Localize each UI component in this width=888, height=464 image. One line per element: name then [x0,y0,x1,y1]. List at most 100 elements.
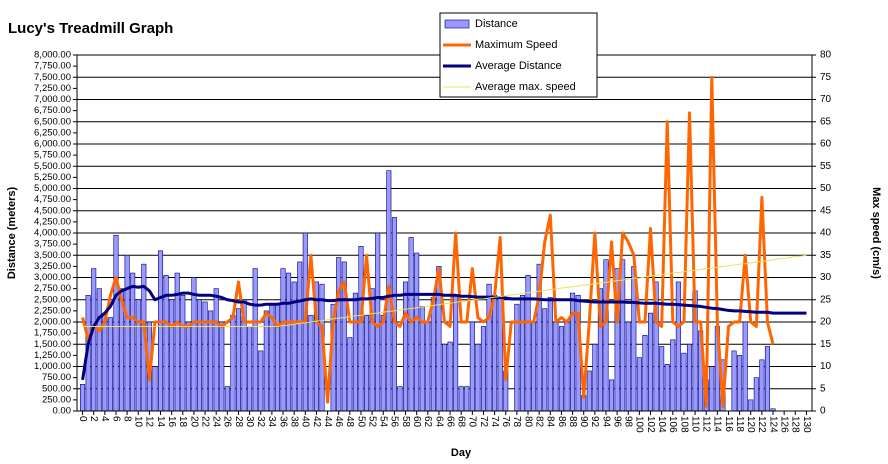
y-tick-label: 7,250.00 [34,83,71,94]
x-tick-label: 84 [545,416,556,428]
bar [737,355,743,412]
x-tick-label: 88 [567,416,578,428]
x-tick-label: 32 [255,416,266,428]
y2-tick-label: 55 [820,161,832,172]
x-tick-label: 104 [656,416,667,433]
x-tick-label: 42 [311,416,322,428]
bar [636,357,642,412]
y2-tick-label: 10 [820,361,832,372]
x-tick-label: 90 [578,416,589,428]
x-tick-label: 126 [779,416,790,433]
x-tick-label: 82 [534,416,545,428]
x-tick-label: 4 [99,416,110,422]
x-tick-label: 26 [222,416,233,428]
y-tick-label: 6,750.00 [34,105,71,116]
y-tick-label: 5,000.00 [34,183,71,194]
bar [453,294,459,412]
legend-label: Average max. speed [475,81,576,93]
bar [425,321,431,412]
y2-tick-label: 15 [820,339,832,350]
bar [642,335,648,412]
x-tick-label: 112 [701,416,712,432]
bar [247,326,253,412]
x-tick-label: 18 [177,416,188,428]
y-tick-label: 4,000.00 [34,228,71,239]
x-tick-label: 8 [121,416,132,422]
x-tick-label: 28 [233,416,244,428]
bar [647,312,654,412]
y2-tick-label: 50 [820,183,832,194]
y2-tick-label: 25 [820,294,832,305]
y2-axis-title: Max speed (cm/s) [870,187,882,279]
bar [742,321,748,412]
y-tick-label: 6,250.00 [34,127,71,138]
bar [352,292,358,412]
bar [286,272,292,412]
bar [759,359,765,412]
y2-tick-label: 40 [820,228,832,239]
y-tick-label: 250.00 [42,394,71,405]
x-tick-label: 98 [623,416,634,428]
bar [748,399,754,412]
line [82,254,807,327]
y-tick-label: 7,000.00 [34,94,71,105]
bar [364,315,370,412]
y-tick-label: 6,500.00 [34,116,71,127]
x-tick-label: 14 [155,416,166,428]
bar [297,261,303,412]
y-tick-label: 4,500.00 [34,205,71,216]
x-tick-label: 2 [88,416,99,422]
x-tick-label: 36 [277,416,288,428]
bar [252,268,258,412]
bar [213,288,219,412]
x-tick-label: 22 [199,416,210,428]
x-tick-label: 120 [745,416,756,433]
y-tick-label: 5,750.00 [34,150,71,161]
bar [464,386,470,412]
y-tick-label: 6,000.00 [34,139,71,150]
bar [113,234,119,412]
bar [609,379,615,412]
bar [397,386,403,412]
bar [402,281,409,412]
x-tick-label: 58 [400,416,411,428]
bar [564,321,570,412]
bar [664,363,670,412]
bar [620,259,626,412]
bar [130,272,136,412]
bar [219,321,225,412]
x-tick-label: 70 [467,416,478,428]
x-tick-label: 106 [667,416,678,433]
legend-label: Average Distance [475,60,562,72]
bar [408,237,414,412]
x-tick-label: 72 [478,416,489,428]
bar [274,303,280,412]
x-tick-label: 54 [378,416,389,428]
bar [258,350,264,412]
x-tick-label: 100 [634,416,645,433]
y-tick-label: 3,500.00 [34,250,71,261]
x-tick-label: 130 [801,416,812,433]
x-tick-label: 76 [500,416,511,428]
x-tick-label: 114 [712,416,723,432]
bar [224,386,230,412]
bar [659,346,665,412]
bar [380,315,386,412]
bar [675,281,681,412]
bar [709,366,715,412]
y-tick-label: 3,000.00 [34,272,71,283]
bar [202,301,208,412]
y-tick-label: 2,250.00 [34,305,71,316]
bar [531,321,537,412]
bar [542,308,548,412]
bar [358,246,364,412]
y-tick-label: 2,000.00 [34,317,71,328]
bar [480,326,487,412]
x-tick-label: 56 [389,416,400,428]
y-tick-label: 1,750.00 [34,328,71,339]
x-tick-label: 0 [77,416,88,422]
y2-tick-label: 65 [820,116,832,127]
x-tick-label: 6 [110,416,121,422]
x-tick-label: 122 [756,416,767,433]
